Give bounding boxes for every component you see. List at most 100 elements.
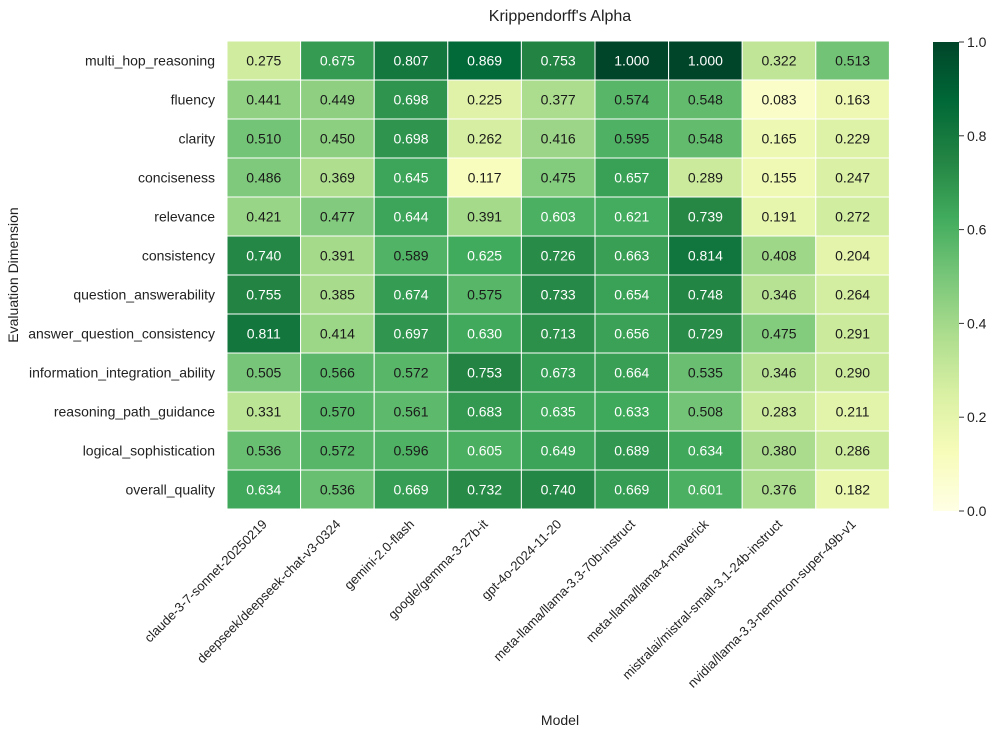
- heatmap-cell-label: 0.475: [541, 170, 576, 186]
- heatmap-cell: [668, 430, 743, 471]
- colorbar-ticks: 0.0 0.2 0.4 0.6 0.8 1.0: [959, 34, 987, 519]
- heatmap-cell: [226, 352, 302, 393]
- heatmap-cell-label: 0.630: [467, 326, 502, 342]
- heatmap-cell-label: 0.450: [320, 131, 355, 147]
- heatmap-cell-label: 0.331: [246, 404, 281, 420]
- heatmap-cell: [300, 40, 375, 81]
- heatmap-cell-label: 0.449: [320, 92, 355, 108]
- heatmap-cell: [447, 118, 522, 159]
- heatmap-cell-label: 0.421: [246, 209, 281, 225]
- heatmap-cell: [373, 118, 449, 159]
- colorbar-tick-label: 0.4: [967, 315, 987, 331]
- heatmap-cell-label: 0.264: [835, 287, 870, 303]
- heatmap-cell-label: 0.165: [761, 131, 796, 147]
- heatmap-cell-label: 0.740: [541, 482, 576, 498]
- heatmap-cell: [520, 235, 596, 276]
- heatmap-cell: [815, 352, 890, 393]
- heatmap-cell: [741, 469, 817, 510]
- heatmap-cell-label: 0.683: [467, 404, 502, 420]
- colorbar-tick-label: 1.0: [967, 34, 987, 50]
- heatmap-cell-label: 0.204: [835, 248, 870, 264]
- heatmap-cell-label: 0.625: [467, 248, 502, 264]
- heatmap-cell-label: 0.548: [688, 92, 723, 108]
- heatmap-cell-label: 0.477: [320, 209, 355, 225]
- colorbar-tick-label: 0.2: [967, 409, 987, 425]
- heatmap-cell-label: 0.155: [761, 170, 796, 186]
- y-tick-label-conciseness: conciseness: [138, 170, 215, 186]
- x-tick-label-meta-llama-llama-3-3-70b-instruct: meta-llama/llama-3.3-70b-instruct: [490, 516, 638, 664]
- heatmap-cell-label: 0.289: [688, 170, 723, 186]
- heatmap-cell-label: 0.601: [688, 482, 723, 498]
- heatmap-cell-label: 0.505: [246, 365, 281, 381]
- heatmap-cell: [447, 469, 522, 510]
- colorbar-tick-label: 0.8: [967, 128, 987, 144]
- heatmap-cell-label: 0.572: [393, 365, 428, 381]
- heatmap-cell-label: 0.697: [393, 326, 428, 342]
- heatmap-cell-label: 0.566: [320, 365, 355, 381]
- chart-title: Krippendorff's Alpha: [489, 8, 632, 25]
- heatmap-cell-label: 0.275: [246, 53, 281, 69]
- heatmap-cell-label: 0.634: [246, 482, 281, 498]
- heatmap-cell-label: 0.182: [835, 482, 870, 498]
- heatmap-cell-label: 1.000: [688, 53, 723, 69]
- heatmap-cell-label: 0.729: [688, 326, 723, 342]
- heatmap-cell: [300, 274, 375, 315]
- colorbar-tick-label: 0.6: [967, 222, 987, 238]
- heatmap-cell-label: 0.645: [393, 170, 428, 186]
- y-tick-label-question-answerability: question_answerability: [73, 287, 215, 303]
- heatmap-cell: [594, 469, 670, 510]
- x-tick-label-nvidia-llama-3-3-nemotron-super-49b-v1: nvidia/llama-3.3-nemotron-super-49b-v1: [685, 517, 859, 691]
- heatmap-cell-label: 0.262: [467, 131, 502, 147]
- heatmap-cell: [226, 118, 302, 159]
- heatmap-cell-label: 0.416: [541, 131, 576, 147]
- heatmap-cell: [373, 391, 449, 432]
- heatmap-cell-label: 0.649: [541, 443, 576, 459]
- heatmap-cell: [447, 235, 522, 276]
- x-tick-label-gemini-2-0-flash: gemini-2.0-flash: [341, 517, 417, 593]
- heatmap-cell: [226, 196, 302, 237]
- heatmap-cell-label: 0.191: [761, 209, 796, 225]
- heatmap-cell-label: 0.811: [247, 326, 281, 342]
- heatmap-cell-label: 0.657: [614, 170, 649, 186]
- heatmap-cell-label: 0.561: [393, 404, 428, 420]
- heatmap-cell-label: 0.634: [688, 443, 723, 459]
- heatmap-cell-label: 0.633: [614, 404, 649, 420]
- heatmap-cell-label: 0.674: [393, 287, 428, 303]
- y-tick-label-relevance: relevance: [154, 209, 215, 225]
- heatmap-cell: [815, 79, 890, 120]
- heatmap-cell: [226, 313, 302, 354]
- heatmap-cell-label: 0.380: [761, 443, 796, 459]
- heatmap-cell-label: 0.635: [541, 404, 576, 420]
- heatmap-cell: [815, 235, 890, 276]
- heatmap-cell: [594, 352, 670, 393]
- heatmap-cell-label: 0.536: [320, 482, 355, 498]
- heatmap-cell: [300, 235, 375, 276]
- heatmap-cell-label: 0.536: [246, 443, 281, 459]
- heatmap-cell-label: 0.698: [393, 131, 428, 147]
- heatmap-cell: [226, 274, 302, 315]
- heatmap-cell-label: 0.414: [320, 326, 355, 342]
- y-axis-label: Evaluation Dimension: [5, 207, 21, 342]
- heatmap-cell-label: 0.596: [393, 443, 428, 459]
- heatmap-cell: [741, 430, 817, 471]
- heatmap-cell-label: 0.535: [688, 365, 723, 381]
- heatmap-cell-label: 0.272: [835, 209, 870, 225]
- heatmap-cell: [741, 79, 817, 120]
- heatmap-cell-label: 0.291: [835, 326, 870, 342]
- heatmap-cell-label: 0.644: [393, 209, 428, 225]
- heatmap-cell: [447, 391, 522, 432]
- heatmap-cell: [668, 274, 743, 315]
- heatmap-cell: [520, 430, 596, 471]
- heatmap-cell-label: 0.408: [761, 248, 796, 264]
- y-tick-label-fluency: fluency: [171, 92, 215, 108]
- heatmap-cell: [520, 469, 596, 510]
- heatmap-cell-label: 0.656: [614, 326, 649, 342]
- y-tick-label-logical-sophistication: logical_sophistication: [83, 443, 215, 459]
- heatmap-cell-label: 0.290: [835, 365, 870, 381]
- heatmap-cell: [668, 196, 743, 237]
- colorbar: [933, 42, 959, 511]
- heatmap-cell: [594, 196, 670, 237]
- heatmap-cell-label: 0.322: [761, 53, 796, 69]
